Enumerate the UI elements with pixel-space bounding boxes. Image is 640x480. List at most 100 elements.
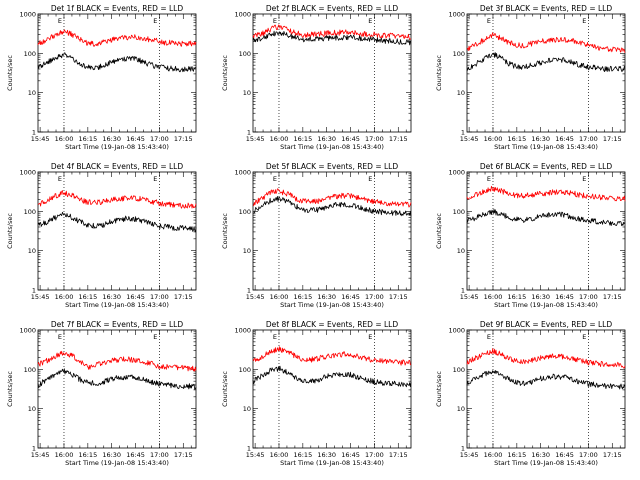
chart-title: Det 9f BLACK = Events, RED = LLD <box>480 320 613 329</box>
y-tick-label: 10 <box>243 405 251 413</box>
x-axis-label: Start Time (19-Jan-08 15:43:40) <box>494 459 598 467</box>
x-tick-label: 16:15 <box>507 135 526 143</box>
events-series-line <box>252 195 412 217</box>
x-tick-label: 16:30 <box>531 135 550 143</box>
y-tick-label: 100 <box>24 50 36 58</box>
chart-title: Det 5f BLACK = Events, RED = LLD <box>266 162 399 171</box>
plot-frame <box>37 329 197 449</box>
x-tick-label: 15:45 <box>460 135 479 143</box>
x-tick-label: 17:00 <box>150 293 169 301</box>
events-series-line <box>37 368 197 390</box>
event-marker-label: E <box>273 17 277 25</box>
y-tick-label: 1 <box>247 445 251 453</box>
x-tick-label: 16:15 <box>78 135 97 143</box>
x-tick-label: 17:15 <box>389 293 408 301</box>
x-tick-label: 16:15 <box>507 293 526 301</box>
event-marker-label: E <box>153 17 157 25</box>
event-marker-label: E <box>368 17 372 25</box>
plot-frame <box>466 13 626 133</box>
x-tick-label: 16:00 <box>270 135 289 143</box>
chart-title: Det 8f BLACK = Events, RED = LLD <box>266 320 399 329</box>
x-tick-label: 16:00 <box>55 451 74 459</box>
y-tick-label: 1 <box>461 287 465 295</box>
x-tick-label: 17:15 <box>174 135 193 143</box>
x-tick-label: 16:00 <box>484 135 503 143</box>
x-axis-label: Start Time (19-Jan-08 15:43:40) <box>494 143 598 151</box>
panel-1: Det 1f BLACK = Events, RED = LLD 1 10 100 10… <box>6 4 197 151</box>
y-tick-label: 10 <box>457 247 465 255</box>
x-tick-label: 17:15 <box>389 451 408 459</box>
x-tick-label: 16:30 <box>102 293 121 301</box>
panel-6: Det 6f BLACK = Events, RED = LLD 1 10 100 10… <box>435 162 626 309</box>
y-tick-label: 1 <box>461 445 465 453</box>
x-tick-label: 16:15 <box>293 451 312 459</box>
x-tick-label: 17:00 <box>150 451 169 459</box>
events-series-line <box>252 365 412 388</box>
plot-frame <box>252 329 412 449</box>
x-tick-label: 16:30 <box>317 135 336 143</box>
x-tick-label: 17:00 <box>579 293 598 301</box>
x-tick-label: 15:45 <box>31 451 50 459</box>
chart-title: Det 2f BLACK = Events, RED = LLD <box>266 4 399 13</box>
event-marker-label: E <box>368 333 372 341</box>
x-tick-label: 16:00 <box>484 451 503 459</box>
x-tick-label: 17:15 <box>174 451 193 459</box>
lld-series-line <box>252 188 412 208</box>
y-tick-label: 1000 <box>19 169 36 177</box>
x-tick-label: 16:45 <box>555 293 574 301</box>
events-series-line <box>252 30 412 46</box>
event-marker-label: E <box>273 175 277 183</box>
panel-5: Det 5f BLACK = Events, RED = LLD 1 10 100 10… <box>221 162 412 309</box>
event-marker-label: E <box>582 175 586 183</box>
x-tick-label: 15:45 <box>246 451 265 459</box>
x-tick-label: 16:30 <box>102 451 121 459</box>
x-tick-label: 15:45 <box>460 293 479 301</box>
x-tick-label: 16:00 <box>270 451 289 459</box>
lld-series-line <box>37 350 197 372</box>
x-tick-label: 17:15 <box>603 451 622 459</box>
y-tick-label: 10 <box>243 247 251 255</box>
panel-2: Det 2f BLACK = Events, RED = LLD 1 10 100 10… <box>221 4 412 151</box>
chart-title: Det 6f BLACK = Events, RED = LLD <box>480 162 613 171</box>
y-tick-label: 10 <box>28 89 36 97</box>
plot-frame <box>252 13 412 133</box>
y-tick-label: 1000 <box>234 169 251 177</box>
plot-frame <box>466 171 626 291</box>
x-tick-label: 17:00 <box>365 451 384 459</box>
x-tick-label: 16:15 <box>78 293 97 301</box>
y-axis-label: Counts/sec <box>435 371 443 407</box>
x-axis-label: Start Time (19-Jan-08 15:43:40) <box>65 301 169 309</box>
events-series-line <box>466 369 626 390</box>
y-axis-label: Counts/sec <box>6 371 14 407</box>
y-tick-label: 10 <box>457 89 465 97</box>
x-tick-label: 15:45 <box>246 135 265 143</box>
x-tick-label: 16:00 <box>55 293 74 301</box>
x-tick-label: 16:15 <box>293 135 312 143</box>
x-tick-label: 17:00 <box>579 451 598 459</box>
y-axis-label: Counts/sec <box>435 55 443 91</box>
chart-title: Det 7f BLACK = Events, RED = LLD <box>51 320 184 329</box>
y-axis-label: Counts/sec <box>221 213 229 249</box>
lld-series-line <box>37 29 197 47</box>
y-tick-label: 1 <box>461 129 465 137</box>
x-tick-label: 16:30 <box>317 293 336 301</box>
y-tick-label: 100 <box>239 50 251 58</box>
x-axis-label: Start Time (19-Jan-08 15:43:40) <box>280 143 384 151</box>
lld-series-line <box>466 32 626 54</box>
event-marker-label: E <box>58 17 62 25</box>
event-marker-label: E <box>487 175 491 183</box>
y-tick-label: 100 <box>453 50 465 58</box>
x-tick-label: 16:45 <box>126 293 145 301</box>
lld-series-line <box>252 24 412 40</box>
x-tick-label: 17:15 <box>603 135 622 143</box>
x-tick-label: 16:45 <box>126 451 145 459</box>
x-tick-label: 17:15 <box>174 293 193 301</box>
y-tick-label: 1 <box>32 287 36 295</box>
x-axis-label: Start Time (19-Jan-08 15:43:40) <box>280 459 384 467</box>
panel-9: Det 9f BLACK = Events, RED = LLD 1 10 100 10… <box>435 320 626 467</box>
y-tick-label: 1000 <box>448 327 465 335</box>
y-tick-label: 100 <box>453 208 465 216</box>
x-tick-label: 16:30 <box>317 451 336 459</box>
lld-series-line <box>252 346 412 366</box>
panel-7: Det 7f BLACK = Events, RED = LLD 1 10 100 10… <box>6 320 197 467</box>
